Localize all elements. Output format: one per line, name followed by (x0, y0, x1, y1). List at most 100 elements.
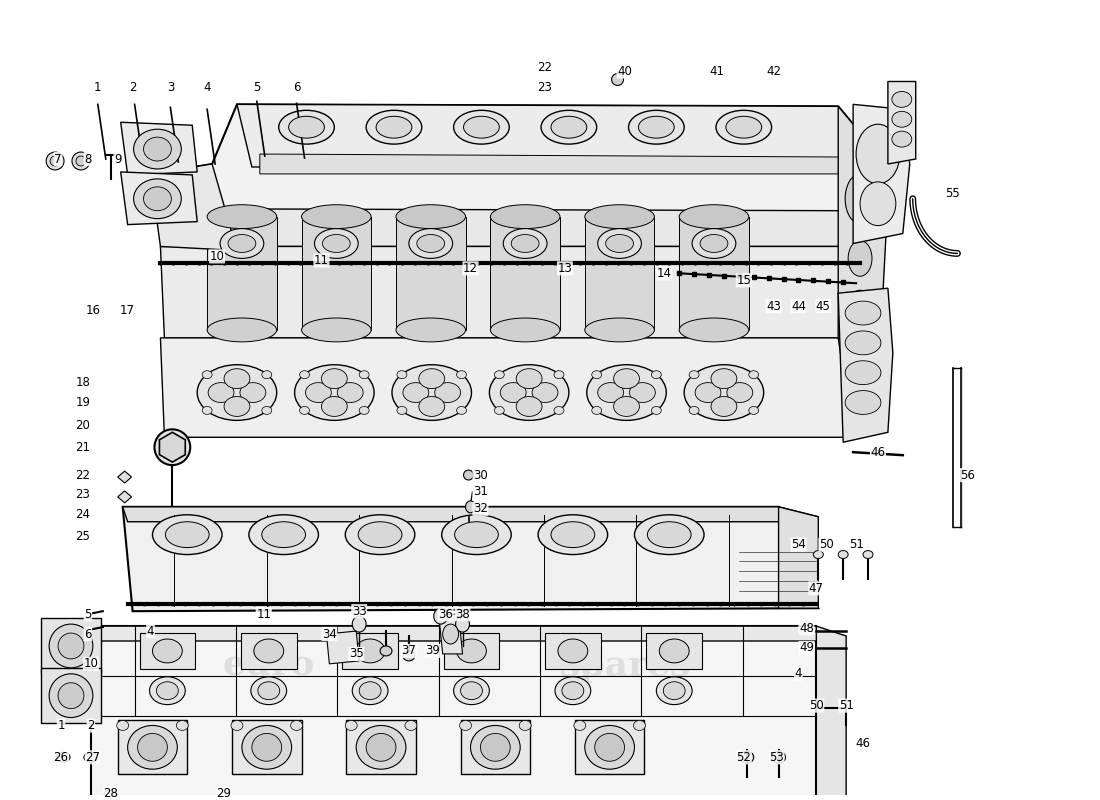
Ellipse shape (321, 369, 348, 389)
Text: 2: 2 (129, 81, 136, 94)
Ellipse shape (51, 156, 60, 166)
Text: 4: 4 (146, 625, 154, 638)
Ellipse shape (224, 369, 250, 389)
Polygon shape (123, 507, 783, 522)
Polygon shape (161, 209, 870, 246)
Polygon shape (91, 626, 818, 641)
Text: 50: 50 (808, 699, 824, 712)
Ellipse shape (651, 370, 661, 378)
Text: 30: 30 (473, 469, 487, 482)
Bar (443, 633, 499, 669)
Ellipse shape (72, 152, 90, 170)
Polygon shape (838, 288, 893, 442)
Ellipse shape (845, 301, 881, 325)
Ellipse shape (614, 397, 639, 417)
Ellipse shape (892, 91, 912, 107)
Ellipse shape (860, 182, 895, 226)
Text: 55: 55 (945, 187, 960, 200)
Ellipse shape (58, 633, 84, 659)
Ellipse shape (586, 365, 667, 420)
Ellipse shape (251, 677, 287, 705)
Ellipse shape (453, 677, 490, 705)
Bar (679, 217, 749, 330)
Ellipse shape (301, 318, 371, 342)
Text: 3: 3 (167, 81, 174, 94)
Ellipse shape (689, 406, 700, 414)
Ellipse shape (153, 639, 183, 663)
Text: 46: 46 (870, 446, 886, 458)
Ellipse shape (153, 514, 222, 554)
Text: 56: 56 (960, 469, 975, 482)
Ellipse shape (453, 110, 509, 144)
Ellipse shape (381, 646, 392, 656)
Polygon shape (439, 614, 462, 654)
Text: 10: 10 (84, 658, 98, 670)
Text: euro: euro (222, 649, 315, 682)
Text: 34: 34 (322, 627, 337, 641)
Text: spares: spares (390, 271, 522, 305)
Ellipse shape (456, 406, 466, 414)
Ellipse shape (242, 726, 292, 770)
Ellipse shape (554, 370, 564, 378)
Ellipse shape (838, 550, 848, 558)
Ellipse shape (138, 734, 167, 762)
Ellipse shape (614, 369, 639, 389)
Text: 46: 46 (856, 737, 870, 750)
Ellipse shape (301, 205, 371, 229)
Bar (585, 217, 654, 330)
Text: 18: 18 (76, 376, 90, 389)
Text: 52: 52 (736, 750, 751, 764)
Polygon shape (779, 507, 818, 608)
Ellipse shape (299, 406, 309, 414)
Text: 13: 13 (558, 262, 572, 275)
Text: 24: 24 (76, 508, 90, 522)
Ellipse shape (322, 234, 350, 253)
Ellipse shape (726, 116, 761, 138)
Text: 5: 5 (85, 608, 91, 621)
Ellipse shape (538, 514, 607, 554)
Ellipse shape (360, 370, 370, 378)
Text: 49: 49 (799, 642, 814, 654)
Ellipse shape (84, 752, 98, 762)
Ellipse shape (648, 522, 691, 547)
Ellipse shape (338, 382, 363, 402)
Polygon shape (41, 618, 101, 674)
Ellipse shape (695, 382, 721, 402)
Ellipse shape (103, 790, 118, 800)
Text: 15: 15 (736, 274, 751, 286)
Bar (241, 633, 297, 669)
Ellipse shape (727, 382, 752, 402)
Ellipse shape (638, 116, 674, 138)
Ellipse shape (612, 74, 624, 86)
Polygon shape (121, 172, 197, 225)
Ellipse shape (133, 129, 182, 169)
Ellipse shape (512, 234, 539, 253)
Text: 26: 26 (54, 750, 68, 764)
Text: 22: 22 (538, 61, 552, 74)
Polygon shape (151, 164, 236, 250)
Ellipse shape (197, 365, 277, 420)
Ellipse shape (352, 616, 366, 632)
Ellipse shape (288, 116, 324, 138)
Ellipse shape (471, 726, 520, 770)
Polygon shape (123, 507, 818, 517)
Ellipse shape (56, 752, 70, 762)
Text: 21: 21 (76, 441, 90, 454)
Ellipse shape (684, 365, 763, 420)
Ellipse shape (813, 550, 823, 558)
Ellipse shape (740, 751, 754, 763)
Ellipse shape (143, 137, 172, 161)
Ellipse shape (585, 318, 654, 342)
Ellipse shape (463, 470, 473, 480)
Text: 28: 28 (103, 786, 118, 799)
Ellipse shape (208, 382, 234, 402)
Ellipse shape (679, 318, 749, 342)
Ellipse shape (494, 406, 504, 414)
Ellipse shape (692, 229, 736, 258)
Text: 48: 48 (799, 622, 814, 634)
Ellipse shape (845, 174, 875, 224)
Bar (346, 719, 416, 774)
Ellipse shape (848, 290, 872, 326)
Ellipse shape (689, 370, 700, 378)
Ellipse shape (249, 514, 318, 554)
